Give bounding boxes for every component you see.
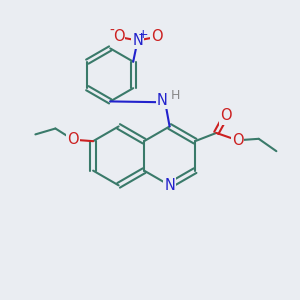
Text: +: +	[138, 28, 148, 41]
Text: -: -	[110, 23, 114, 38]
Text: N: N	[157, 93, 168, 108]
Text: O: O	[232, 133, 243, 148]
Text: O: O	[113, 29, 124, 44]
Text: O: O	[220, 108, 232, 123]
Text: N: N	[132, 33, 143, 48]
Text: O: O	[67, 132, 79, 147]
Text: H: H	[171, 89, 180, 102]
Text: N: N	[164, 178, 175, 193]
Text: O: O	[151, 29, 163, 44]
